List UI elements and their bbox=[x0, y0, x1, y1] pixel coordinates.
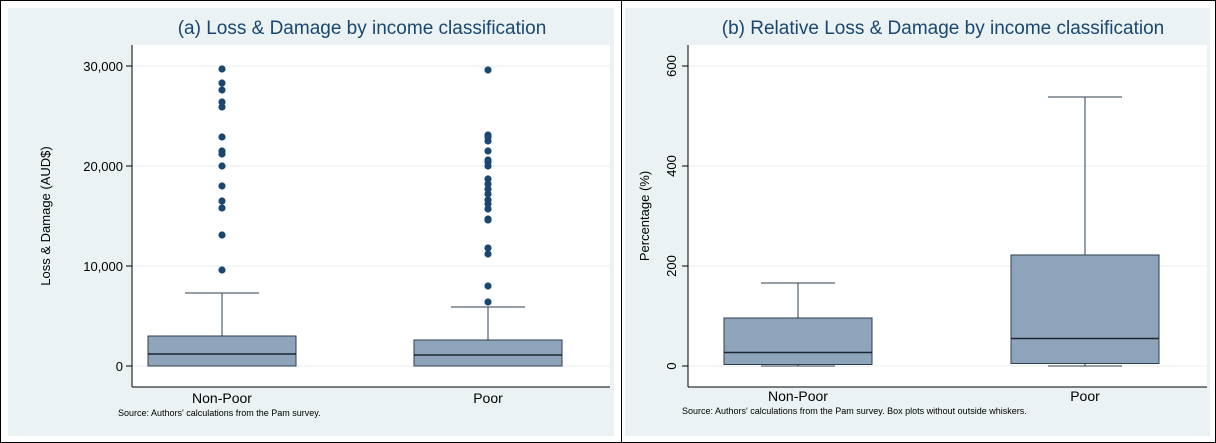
y-tick-label: 0 bbox=[664, 362, 679, 369]
outlier-point bbox=[218, 65, 226, 73]
outlier-point bbox=[484, 196, 492, 204]
source-note: Source: Authors' calculations from the P… bbox=[682, 406, 1027, 416]
outlier-point bbox=[218, 162, 226, 170]
outlier-point bbox=[484, 156, 492, 164]
y-tick-label: 600 bbox=[664, 55, 679, 77]
plot-area bbox=[132, 45, 610, 387]
outlier-point bbox=[484, 147, 492, 155]
outlier-point bbox=[218, 98, 226, 106]
outlier-point bbox=[218, 266, 226, 274]
y-axis-label: Loss & Damage (AUD$) bbox=[38, 146, 53, 285]
outlier-point bbox=[484, 175, 492, 183]
outlier-point bbox=[218, 103, 226, 111]
x-category-label: Poor bbox=[1070, 388, 1100, 404]
chart-panel-a: 0 10,000 20,000 30,000 (a) Loss & Damage by … bbox=[8, 8, 614, 436]
outlier-point bbox=[218, 231, 226, 239]
outlier-point bbox=[218, 147, 226, 155]
chart-panel-b: 0 200 400 600 (b) Relative Loss & Damage by … bbox=[625, 8, 1210, 436]
panel-divider bbox=[621, 0, 622, 443]
x-category-label: Poor bbox=[473, 390, 503, 406]
outlier-point bbox=[484, 185, 492, 193]
chart-title: (b) Relative Loss & Damage by income cla… bbox=[722, 18, 1164, 39]
outlier-point bbox=[218, 79, 226, 87]
y-tick-label: 30,000 bbox=[83, 59, 123, 74]
y-tick-label: 200 bbox=[664, 255, 679, 277]
outlier-point bbox=[484, 190, 492, 198]
box-iqr bbox=[147, 335, 297, 367]
source-note: Source: Authors' calculations from the P… bbox=[118, 408, 321, 418]
box-iqr bbox=[723, 317, 873, 365]
outlier-point bbox=[218, 133, 226, 141]
y-axis-label: Percentage (%) bbox=[637, 171, 652, 261]
outlier-point bbox=[484, 250, 492, 258]
box-iqr bbox=[413, 339, 563, 367]
outlier-point bbox=[218, 86, 226, 94]
box-iqr bbox=[1010, 254, 1160, 364]
outlier-point bbox=[484, 66, 492, 74]
x-category-label: Non-Poor bbox=[192, 390, 252, 406]
outlier-point bbox=[484, 180, 492, 188]
x-category-label: Non-Poor bbox=[768, 388, 828, 404]
y-tick-label: 20,000 bbox=[83, 159, 123, 174]
outlier-point bbox=[218, 182, 226, 190]
y-tick-label: 0 bbox=[116, 359, 123, 374]
outlier-point bbox=[484, 215, 492, 223]
outlier-point bbox=[484, 205, 492, 213]
y-tick-label: 400 bbox=[664, 155, 679, 177]
outlier-point bbox=[218, 204, 226, 212]
outlier-point bbox=[218, 197, 226, 205]
outlier-point bbox=[484, 131, 492, 139]
outlier-point bbox=[484, 244, 492, 252]
outlier-point bbox=[484, 282, 492, 290]
y-tick-label: 10,000 bbox=[83, 259, 123, 274]
outlier-point bbox=[484, 298, 492, 306]
chart-title: (a) Loss & Damage by income classificati… bbox=[178, 18, 547, 39]
